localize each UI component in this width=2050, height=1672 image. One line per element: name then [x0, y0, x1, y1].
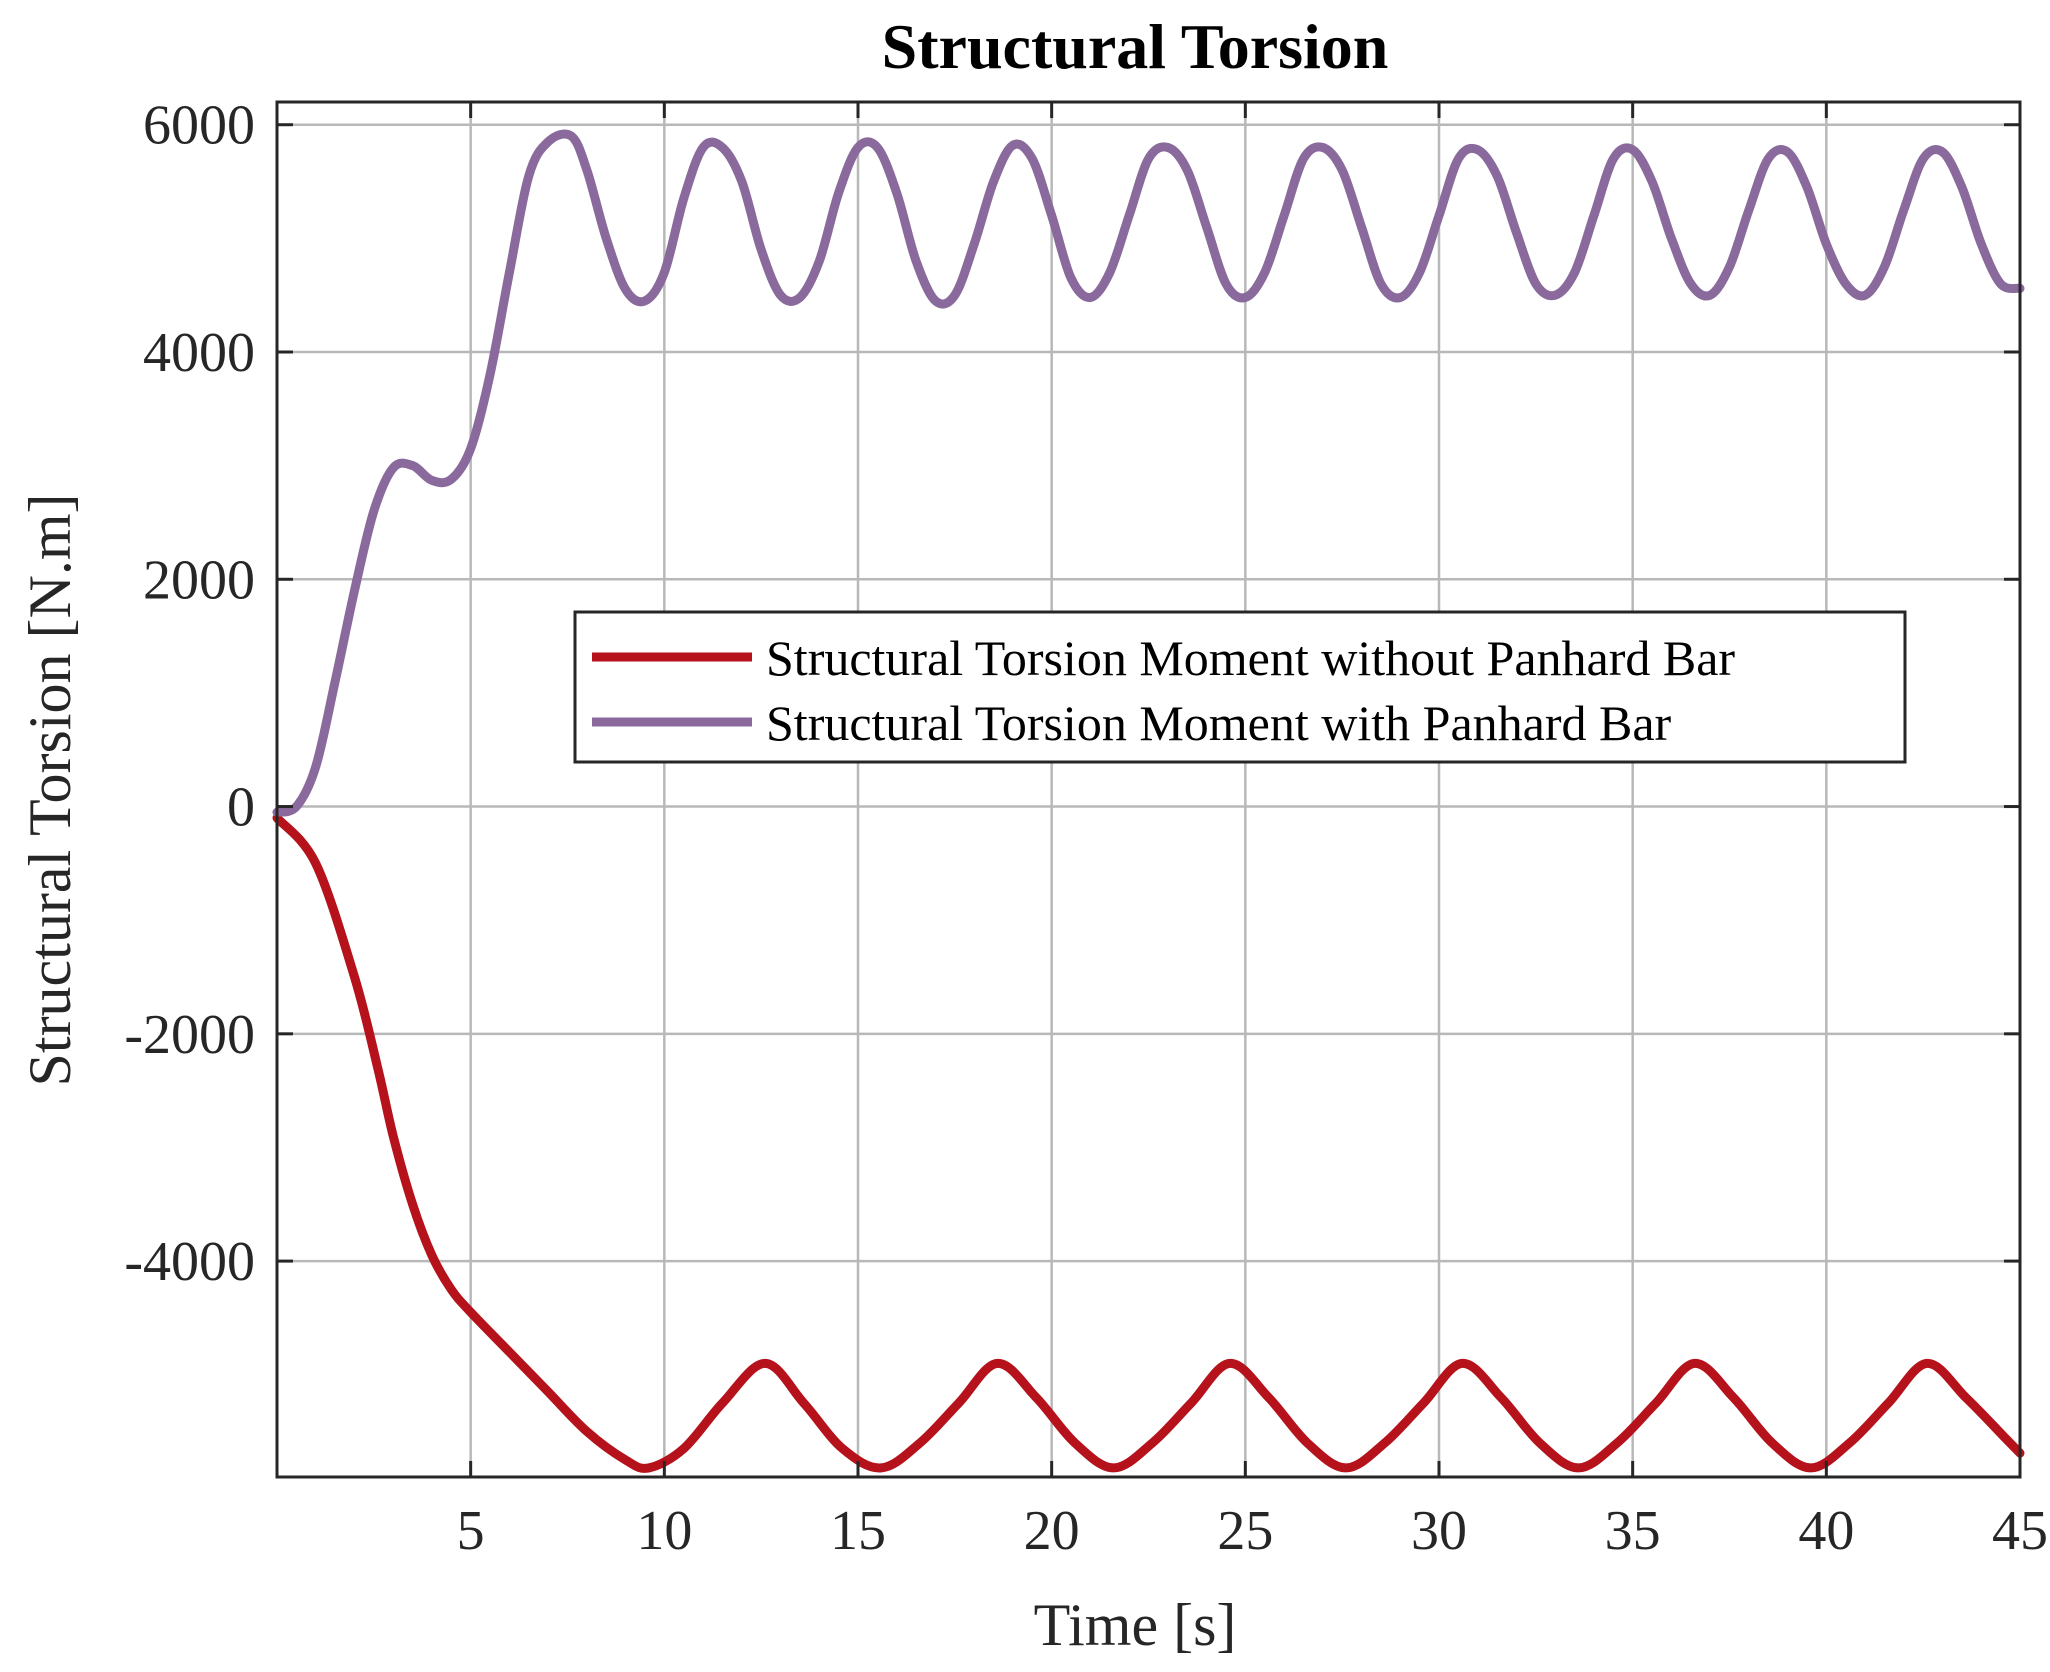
grid-layer: [277, 102, 2022, 1477]
y-tick-label: 2000: [143, 549, 255, 611]
y-tick-label: 0: [227, 777, 255, 839]
y-tick-label: -4000: [124, 1231, 255, 1293]
series-line-without-panhard: [272, 813, 2025, 1473]
x-tick-label: 25: [1217, 1500, 1273, 1562]
x-tick-label: 10: [636, 1500, 692, 1562]
tick-layer: 5 10 15 20 25 30 35 40 45 6000 4000 2000 0 -2000 -4000: [124, 95, 2048, 1562]
series-layer: [272, 129, 2025, 1473]
x-tick-label: 40: [1798, 1500, 1854, 1562]
legend-box: [573, 610, 1907, 764]
series-line-with-panhard: [272, 129, 2025, 817]
y-axis-label: Structural Torsion [N.m]: [17, 494, 83, 1087]
x-tick-label: 20: [1024, 1500, 1080, 1562]
legend: Structural Torsion Moment without Panhar…: [573, 610, 1907, 764]
chart-title: Structural Torsion: [882, 11, 1389, 82]
y-tick-label: -2000: [124, 1004, 255, 1066]
x-axis-label: Time [s]: [1034, 1592, 1237, 1658]
x-tick-label: 30: [1411, 1500, 1467, 1562]
plot-area-frame: [275, 100, 2022, 1479]
y-tick-label: 6000: [143, 95, 255, 157]
x-tick-label: 45: [1992, 1500, 2048, 1562]
x-tick-label: 35: [1605, 1500, 1661, 1562]
legend-label-without-panhard: Structural Torsion Moment without Panhar…: [766, 630, 1735, 686]
legend-label-with-panhard: Structural Torsion Moment with Panhard B…: [766, 695, 1672, 751]
y-tick-label: 4000: [143, 322, 255, 384]
x-tick-label: 5: [457, 1500, 485, 1562]
x-tick-label: 15: [830, 1500, 886, 1562]
